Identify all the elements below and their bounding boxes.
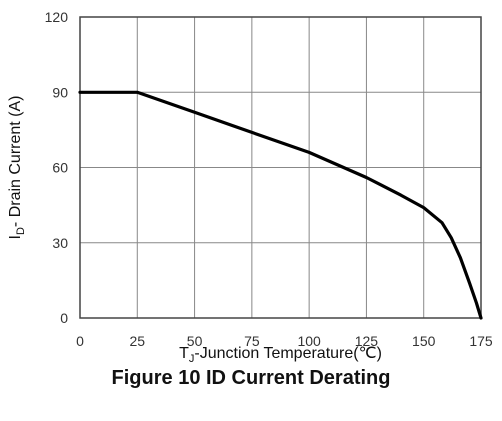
x-axis-title-rest: -Junction Temperature(℃) — [194, 345, 382, 362]
x-tick-labels: 0 25 50 75 100 125 150 175 — [76, 333, 493, 349]
x-tick-label: 175 — [469, 333, 493, 349]
y-tick-label: 30 — [52, 235, 68, 251]
y-axis-title: ID- Drain Current (A) — [7, 96, 27, 240]
x-tick-label: 100 — [297, 333, 321, 349]
y-tick-label: 60 — [52, 160, 68, 176]
y-tick-label: 120 — [45, 9, 69, 25]
y-axis-title-sub: D — [15, 227, 27, 235]
plot-frame — [79, 16, 482, 319]
x-tick-label: 25 — [129, 333, 145, 349]
chart: 0 25 50 75 100 125 150 175 0 30 60 90 120 TJ-Juncti… — [7, 9, 493, 365]
x-tick-label: 75 — [244, 333, 260, 349]
x-tick-label: 150 — [412, 333, 436, 349]
x-axis-title-main: T — [179, 345, 189, 362]
x-tick-label: 50 — [187, 333, 203, 349]
series-line — [78, 90, 483, 320]
grid — [79, 16, 482, 319]
x-tick-label: 0 — [76, 333, 84, 349]
y-axis-title-rest: - Drain Current (A) — [7, 96, 24, 228]
x-tick-label: 125 — [355, 333, 379, 349]
y-tick-label: 0 — [60, 310, 68, 326]
y-tick-label: 90 — [52, 84, 68, 100]
y-axis-title-main: I — [7, 235, 24, 239]
x-axis-title-sub: J — [189, 353, 195, 365]
y-tick-labels: 0 30 60 90 120 — [45, 9, 69, 326]
figure-caption: Figure 10 ID Current Derating — [111, 367, 391, 389]
x-axis-title: TJ-Junction Temperature(℃) — [179, 345, 382, 365]
